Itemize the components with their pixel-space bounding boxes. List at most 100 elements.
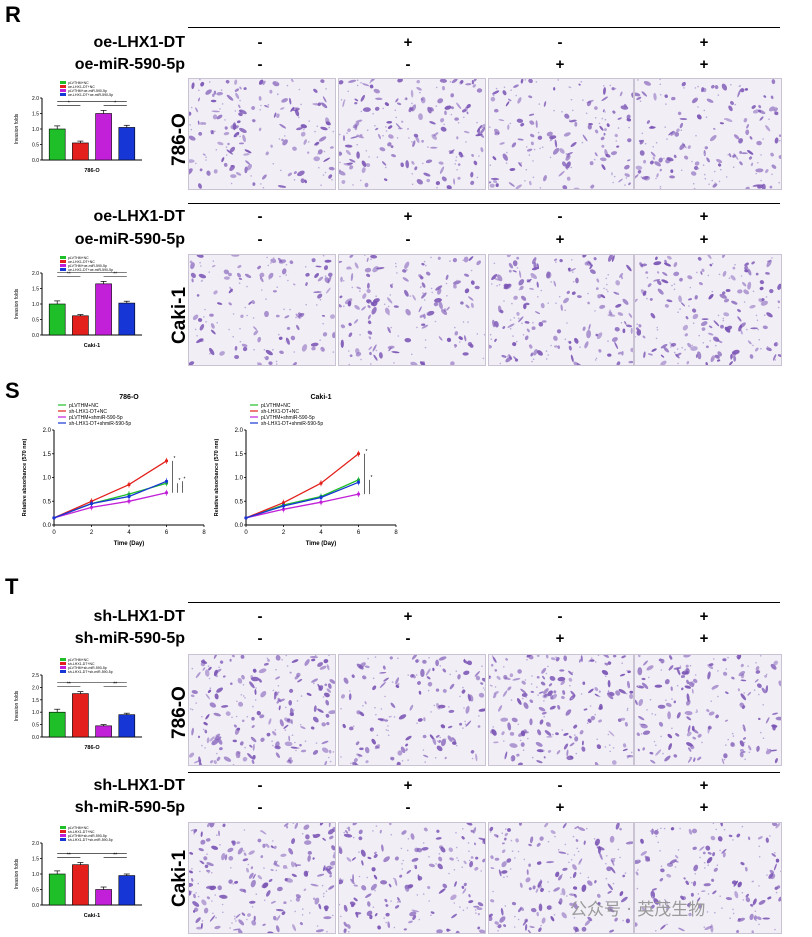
bar (48, 128, 66, 161)
sign: + (699, 799, 709, 816)
x-tick-label: 6 (357, 530, 361, 536)
y-tick-label: 0.0 (43, 523, 52, 529)
y-tick-label: 2.0 (32, 841, 39, 847)
legend-swatch (60, 264, 66, 267)
legend-label: pLVTHM+NC (68, 826, 89, 830)
sign: - (557, 608, 563, 625)
y-tick-label: 0.5 (32, 143, 39, 149)
bar (118, 875, 136, 906)
y-tick-label: 0.5 (43, 499, 52, 505)
legend-swatch (60, 826, 66, 829)
sign: - (257, 777, 263, 794)
x-axis-label: 786-O (84, 745, 100, 751)
sig-label: ** (113, 682, 117, 688)
legend-label: sh-LHX1-DT+sh-miR-590-5p (68, 838, 113, 842)
micrograph (634, 254, 782, 366)
bar (118, 714, 136, 738)
treatment-label-1: sh-LHX1-DT (93, 777, 185, 794)
sign: + (555, 630, 565, 647)
sign: - (557, 777, 563, 794)
micrograph-cells (635, 79, 781, 189)
bar (72, 315, 89, 336)
legend-swatch (60, 834, 66, 837)
sig-label: * (68, 100, 70, 106)
sig-label: ** (67, 682, 71, 688)
y-tick-label: 2.0 (235, 428, 244, 434)
legend-label: pLVTHM+shmiR-590-5p (261, 415, 315, 421)
bar (95, 889, 112, 906)
y-tick-label: 0.5 (32, 723, 39, 729)
sign: + (555, 56, 565, 73)
treatment-label-2: sh-miR-590-5p (74, 630, 185, 647)
header-rule (188, 602, 780, 603)
micrograph (188, 654, 336, 766)
treatment-label-1: sh-LHX1-DT (93, 608, 185, 625)
y-tick-label: 0.0 (32, 903, 39, 909)
legend-label: sh-LHX1-DT+NC (261, 409, 299, 415)
bar-chart-t1: pLVTHM+NCsh-LHX1-DT+NCpLVTHM+sh-miR-590-… (14, 658, 142, 751)
bar (95, 725, 112, 738)
legend-swatch (60, 838, 66, 841)
x-axis-label: Caki-1 (84, 343, 101, 349)
x-tick-label: 4 (319, 530, 323, 536)
legend-label: pLVTHM+oe-miR-590-5p (68, 264, 107, 268)
legend-swatch (60, 85, 66, 88)
legend-label: sh-LHX1-DT+sh-miR-590-5p (68, 670, 113, 674)
series-line (245, 453, 359, 519)
legend-label: oe-LHX1-DT+NC (68, 85, 95, 89)
legend-label: sh-LHX1-DT+NC (68, 830, 95, 834)
panel-letter-t: T (5, 574, 19, 599)
y-tick-label: 2.0 (32, 685, 39, 691)
chart-title: 786-O (119, 394, 139, 401)
x-tick-label: 2 (282, 530, 286, 536)
panel-letter-r: R (5, 2, 21, 27)
y-tick-label: 1.5 (32, 112, 39, 118)
y-axis-label: Invasion folds (14, 288, 20, 319)
bar (72, 142, 89, 161)
panel-letter-s: S (5, 378, 20, 403)
sign: + (555, 231, 565, 248)
micrograph (634, 654, 782, 766)
micrograph-cells (635, 823, 781, 933)
line-chart-s1: 786-O pLVTHM+NCsh-LHX1-DT+NCpLVTHM+shmiR-… (22, 394, 206, 547)
legend-label: pLVTHM+shmiR-590-5p (69, 415, 123, 421)
legend-swatch (60, 666, 66, 669)
data-point (52, 516, 56, 520)
legend-label: pLVTHM+sh-miR-590-5p (68, 834, 107, 838)
y-tick-label: 0.0 (32, 158, 39, 164)
sign: - (405, 56, 411, 73)
x-tick-label: 8 (202, 530, 206, 536)
legend-swatch (60, 81, 66, 84)
micrograph (188, 822, 336, 934)
sig-label: * (114, 100, 116, 106)
y-axis-label: Invasion folds (14, 113, 20, 144)
y-tick-label: 1.5 (32, 287, 39, 293)
micrograph (338, 654, 486, 766)
x-tick-label: 8 (394, 530, 398, 536)
legend-label: pLVTHM+NC (68, 81, 89, 85)
micrograph-cells (489, 255, 633, 365)
x-axis-label: Time (Day) (306, 541, 337, 547)
sign: - (405, 630, 411, 647)
legend-label: pLVTHM+NC (68, 256, 89, 260)
bar-chart-r2: pLVTHM+NCoe-LHX1-DT+NCpLVTHM+oe-miR-590-… (14, 256, 142, 349)
y-axis-label: Relative absorbance (570 nm) (214, 439, 220, 517)
micrograph-cells (339, 823, 485, 933)
legend-label: sh-LHX1-DT+shmiR-590-5p (261, 421, 323, 427)
micrograph-cells (189, 823, 335, 933)
sign: + (403, 34, 413, 51)
legend-label: sh-LHX1-DT+NC (69, 409, 107, 415)
x-axis-label: Caki-1 (84, 913, 101, 919)
sig-label: ** (67, 853, 71, 859)
micrograph-cells (189, 255, 335, 365)
sign: - (257, 231, 263, 248)
y-tick-label: 1.0 (235, 476, 244, 482)
sign: - (257, 608, 263, 625)
sig-label: * (371, 475, 373, 481)
sign: - (405, 799, 411, 816)
micrograph-cells (489, 823, 633, 933)
data-point (244, 516, 248, 520)
sign: + (699, 34, 709, 51)
legend-swatch (60, 830, 66, 833)
x-tick-label: 6 (165, 530, 169, 536)
